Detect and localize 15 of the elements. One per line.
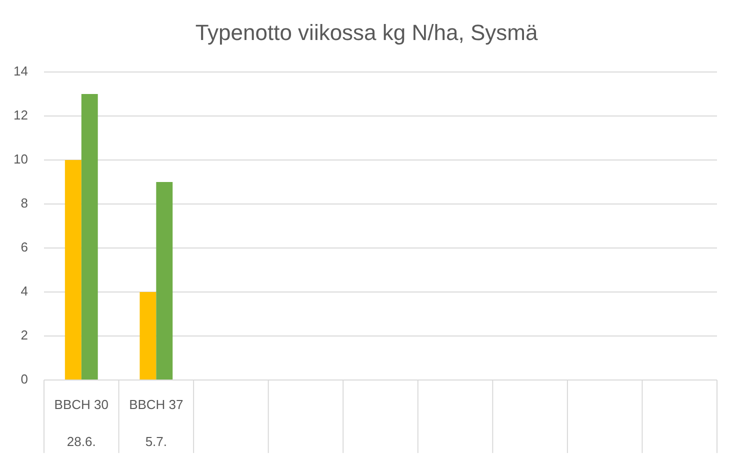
y-tick-label: 10 [14, 151, 28, 166]
y-tick-label: 12 [14, 107, 28, 122]
category-label: BBCH 30 28.6. [54, 397, 108, 449]
y-tick-label: 0 [20, 371, 28, 386]
chart-title: Typenotto viikossa kg N/ha, Sysmä [195, 20, 538, 45]
bar [81, 94, 98, 380]
y-tick-label: 14 [14, 63, 28, 78]
y-tick-label: 2 [20, 327, 28, 342]
y-tick-label: 8 [20, 195, 28, 210]
bar [140, 292, 156, 380]
bar [156, 182, 173, 380]
y-tick-label: 4 [20, 283, 28, 298]
category-label: BBCH 37 5.7. [129, 397, 184, 449]
y-tick-label: 6 [20, 239, 28, 254]
bar [64, 160, 82, 380]
